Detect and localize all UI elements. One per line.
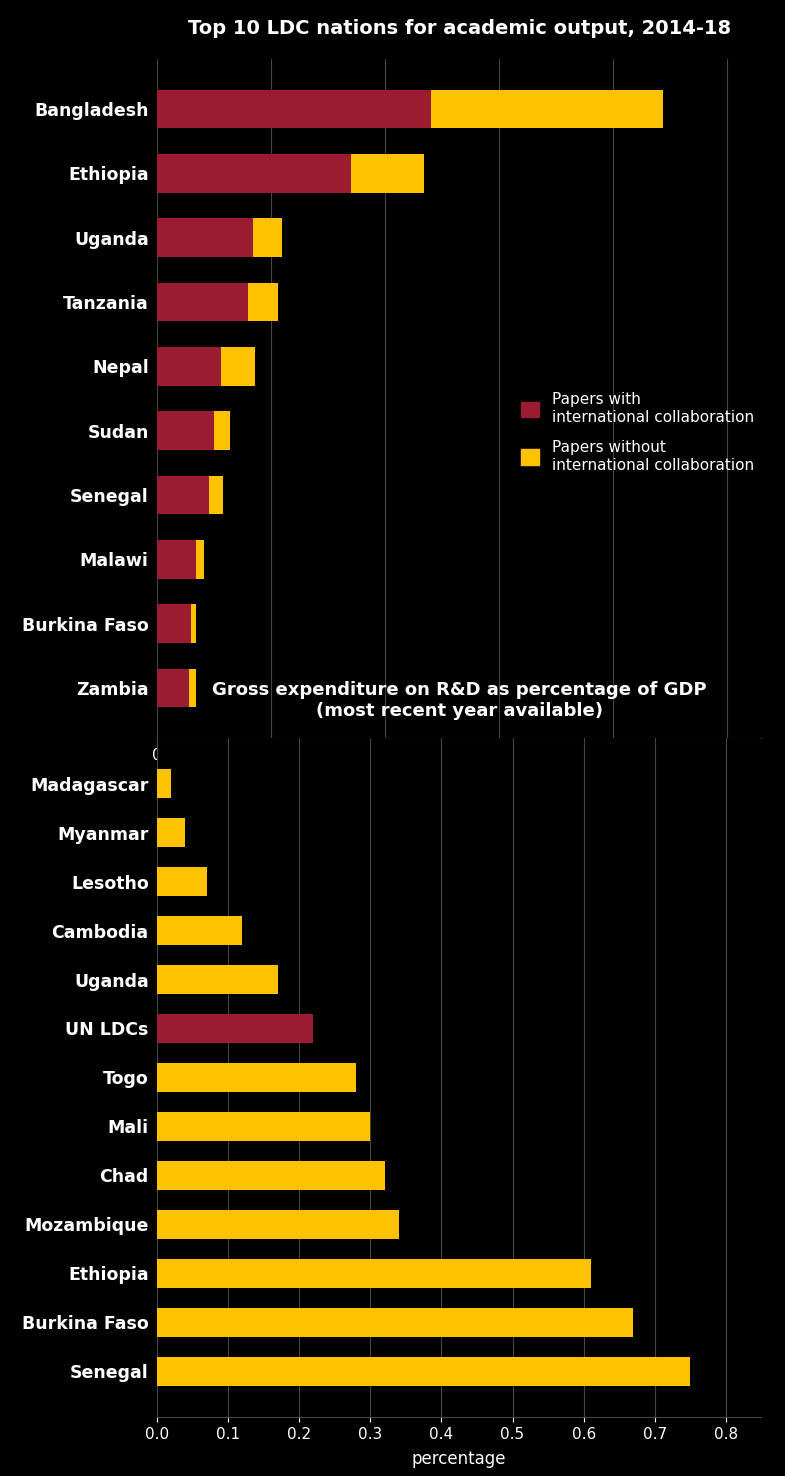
Text: Source: SciVal Note: articles, reviews and conference papers only: Source: SciVal Note: articles, reviews a… xyxy=(157,793,544,806)
Bar xyxy=(157,540,195,579)
Title: Top 10 LDC nations for academic output, 2014-18: Top 10 LDC nations for academic output, … xyxy=(188,19,731,38)
Bar xyxy=(157,866,206,896)
Bar xyxy=(157,1356,690,1386)
Bar xyxy=(221,347,255,385)
Bar xyxy=(157,283,248,322)
Title: Gross expenditure on R&D as percentage of GDP
(most recent year available): Gross expenditure on R&D as percentage o… xyxy=(212,680,706,720)
Bar xyxy=(157,154,351,193)
Bar xyxy=(157,1111,371,1141)
Bar xyxy=(431,90,663,128)
Bar xyxy=(157,1014,313,1044)
Bar xyxy=(157,915,243,945)
Bar xyxy=(157,1160,385,1190)
X-axis label: percentage: percentage xyxy=(412,1449,506,1469)
Bar xyxy=(157,604,192,644)
Bar xyxy=(157,218,253,257)
Bar xyxy=(210,475,223,514)
Bar xyxy=(157,1259,591,1289)
Bar xyxy=(157,965,278,995)
Bar xyxy=(248,283,278,322)
Bar xyxy=(195,540,204,579)
Bar xyxy=(189,669,195,707)
Bar xyxy=(157,1308,633,1337)
Bar xyxy=(351,154,424,193)
Bar xyxy=(157,669,189,707)
Bar xyxy=(253,218,283,257)
Bar xyxy=(157,347,221,385)
Bar xyxy=(157,1063,356,1092)
Bar xyxy=(192,604,195,644)
Bar xyxy=(214,412,230,450)
Bar xyxy=(157,769,171,799)
Bar xyxy=(157,412,214,450)
Bar xyxy=(157,475,210,514)
Bar xyxy=(157,818,185,847)
Bar xyxy=(157,1210,399,1240)
Legend: Papers with
international collaboration, Papers without
international collaborat: Papers with international collaboration,… xyxy=(521,393,754,472)
Bar xyxy=(157,90,431,128)
